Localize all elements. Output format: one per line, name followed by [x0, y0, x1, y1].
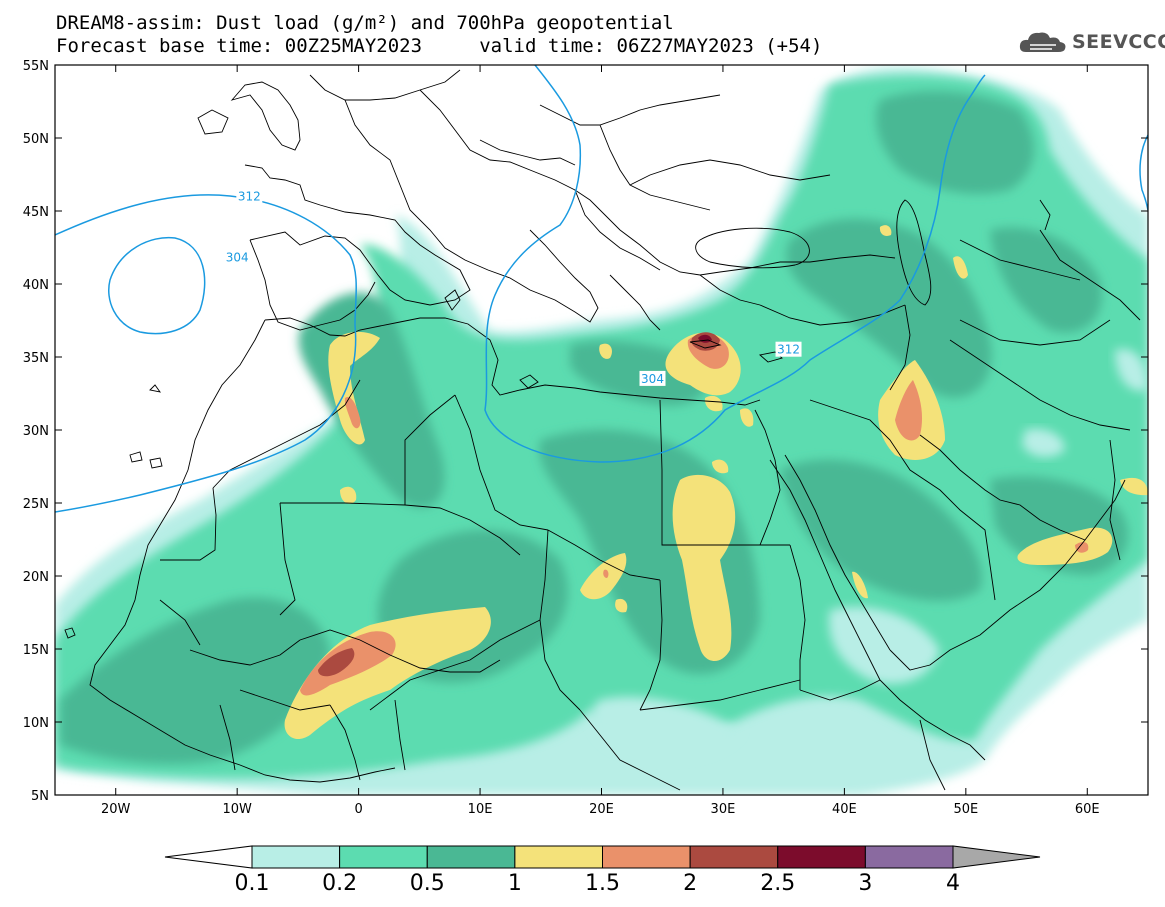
dust-level-0.5: [990, 227, 1102, 333]
colorbar-swatch: [339, 845, 428, 869]
colorbar-label: 2: [683, 871, 697, 896]
contour-label-bg: [236, 188, 263, 204]
dust-level-0.5: [786, 218, 992, 398]
lon-tick-label: 20W: [101, 802, 131, 817]
lat-tick-label: 50N: [23, 132, 49, 147]
colorbar-label: 0.1: [235, 871, 270, 896]
colorbar-label: 0.2: [322, 871, 357, 896]
geopotential-contours: [55, 65, 1148, 513]
dust-level-0.1: [1022, 428, 1065, 458]
contour-label-bg: [224, 249, 251, 265]
dust-level-1: [284, 607, 491, 740]
dust-level-0.5: [60, 597, 330, 765]
dust-level-1: [615, 598, 628, 613]
contour-label-bg: [775, 341, 802, 357]
dust-level-1: [740, 408, 754, 427]
forecast-time-subtitle: Forecast base time: 00Z25MAY2023 valid t…: [56, 35, 823, 57]
contour-label-bg: [639, 370, 666, 386]
dust-level-1.5: [1075, 542, 1089, 553]
contour-label: 304: [641, 372, 664, 386]
lon-tick-label: 40E: [832, 802, 857, 817]
dust-level-1: [672, 474, 736, 662]
dust-level-0.5: [876, 91, 1034, 194]
dust-level-1: [340, 486, 357, 504]
colorbar: 0.1 0.2 0.5 1 1.5 2 2.5 3 4: [164, 845, 1041, 896]
map-axes: 20W 10W 0 10E 20E 30E 40E 50E 60E 55N 50N 45N 40N 35N…: [23, 59, 1148, 817]
lat-tick-label: 40N: [23, 278, 49, 293]
lat-tick-label: 30N: [23, 424, 49, 439]
colorbar-label: 0.5: [410, 871, 445, 896]
dust-level-1: [712, 459, 729, 474]
lat-tick-label: 20N: [23, 570, 49, 585]
colorbar-swatch: [777, 845, 866, 869]
lon-tick-label: 20E: [589, 802, 614, 817]
colorbar-swatch: [602, 845, 691, 869]
dust-level-0.5: [780, 459, 982, 601]
dust-level-1: [879, 225, 892, 237]
colorbar-label: 2.5: [760, 871, 795, 896]
dust-level-1: [1120, 477, 1148, 496]
dust-level-0.1: [829, 606, 940, 684]
seevccc-logo: SEEVCCC: [1018, 26, 1165, 58]
colorbar-label: 4: [946, 871, 960, 896]
colorbar-swatch: [689, 845, 779, 869]
colorbar-swatch: [864, 845, 954, 869]
cloud-icon: [1019, 32, 1066, 52]
contour-label: 312: [777, 343, 800, 357]
dust-level-1: [953, 256, 968, 279]
colorbar-swatch: [251, 845, 341, 869]
colorbar-label: 1.5: [585, 871, 620, 896]
dust-level-1: [328, 331, 380, 445]
colorbar-label: 1: [508, 871, 522, 896]
colorbar-swatch: [426, 845, 516, 869]
lon-tick-label: 30E: [711, 802, 736, 817]
dust-level-1.5: [895, 380, 923, 441]
colorbar-swatch: [514, 845, 603, 869]
dust-level-1: [704, 395, 723, 412]
dust-load-field: [55, 65, 1148, 795]
dust-level-1: [1017, 527, 1113, 565]
lat-tick-label: 5N: [31, 789, 49, 804]
dust-level-0.1: [1115, 349, 1148, 391]
map-title: DREAM8-assim: Dust load (g/m²) and 700hP…: [56, 12, 674, 34]
lat-tick-label: 35N: [23, 351, 49, 366]
dust-level-1.5: [344, 396, 361, 429]
country-borders: [64, 69, 1141, 791]
colorbar-over-arrow: [952, 845, 1041, 869]
lon-tick-label: 10E: [468, 802, 493, 817]
colorbar-under-arrow: [164, 845, 253, 869]
dust-level-1: [580, 553, 627, 600]
dust-level-0.1: [591, 696, 740, 759]
lon-tick-label: 10W: [222, 802, 252, 817]
dust-level-1: [599, 343, 612, 359]
dust-level-1: [852, 571, 868, 599]
lat-tick-label: 15N: [23, 643, 49, 658]
dust-level-2: [318, 648, 355, 677]
contour-labels: 312 304 304 312: [224, 188, 802, 386]
lat-tick-label: 10N: [23, 716, 49, 731]
lat-tick-label: 45N: [23, 205, 49, 220]
lon-tick-label: 60E: [1075, 802, 1100, 817]
lon-tick-label: 50E: [953, 802, 978, 817]
logo-text: SEEVCCC: [1072, 31, 1165, 53]
colorbar-label: 3: [858, 871, 872, 896]
contour-label: 312: [238, 189, 261, 203]
lat-tick-label: 55N: [23, 59, 49, 74]
lat-tick-label: 25N: [23, 497, 49, 512]
lon-tick-label: 0: [354, 802, 362, 817]
dust-level-1.5: [603, 569, 609, 578]
contour-label: 304: [226, 251, 249, 265]
